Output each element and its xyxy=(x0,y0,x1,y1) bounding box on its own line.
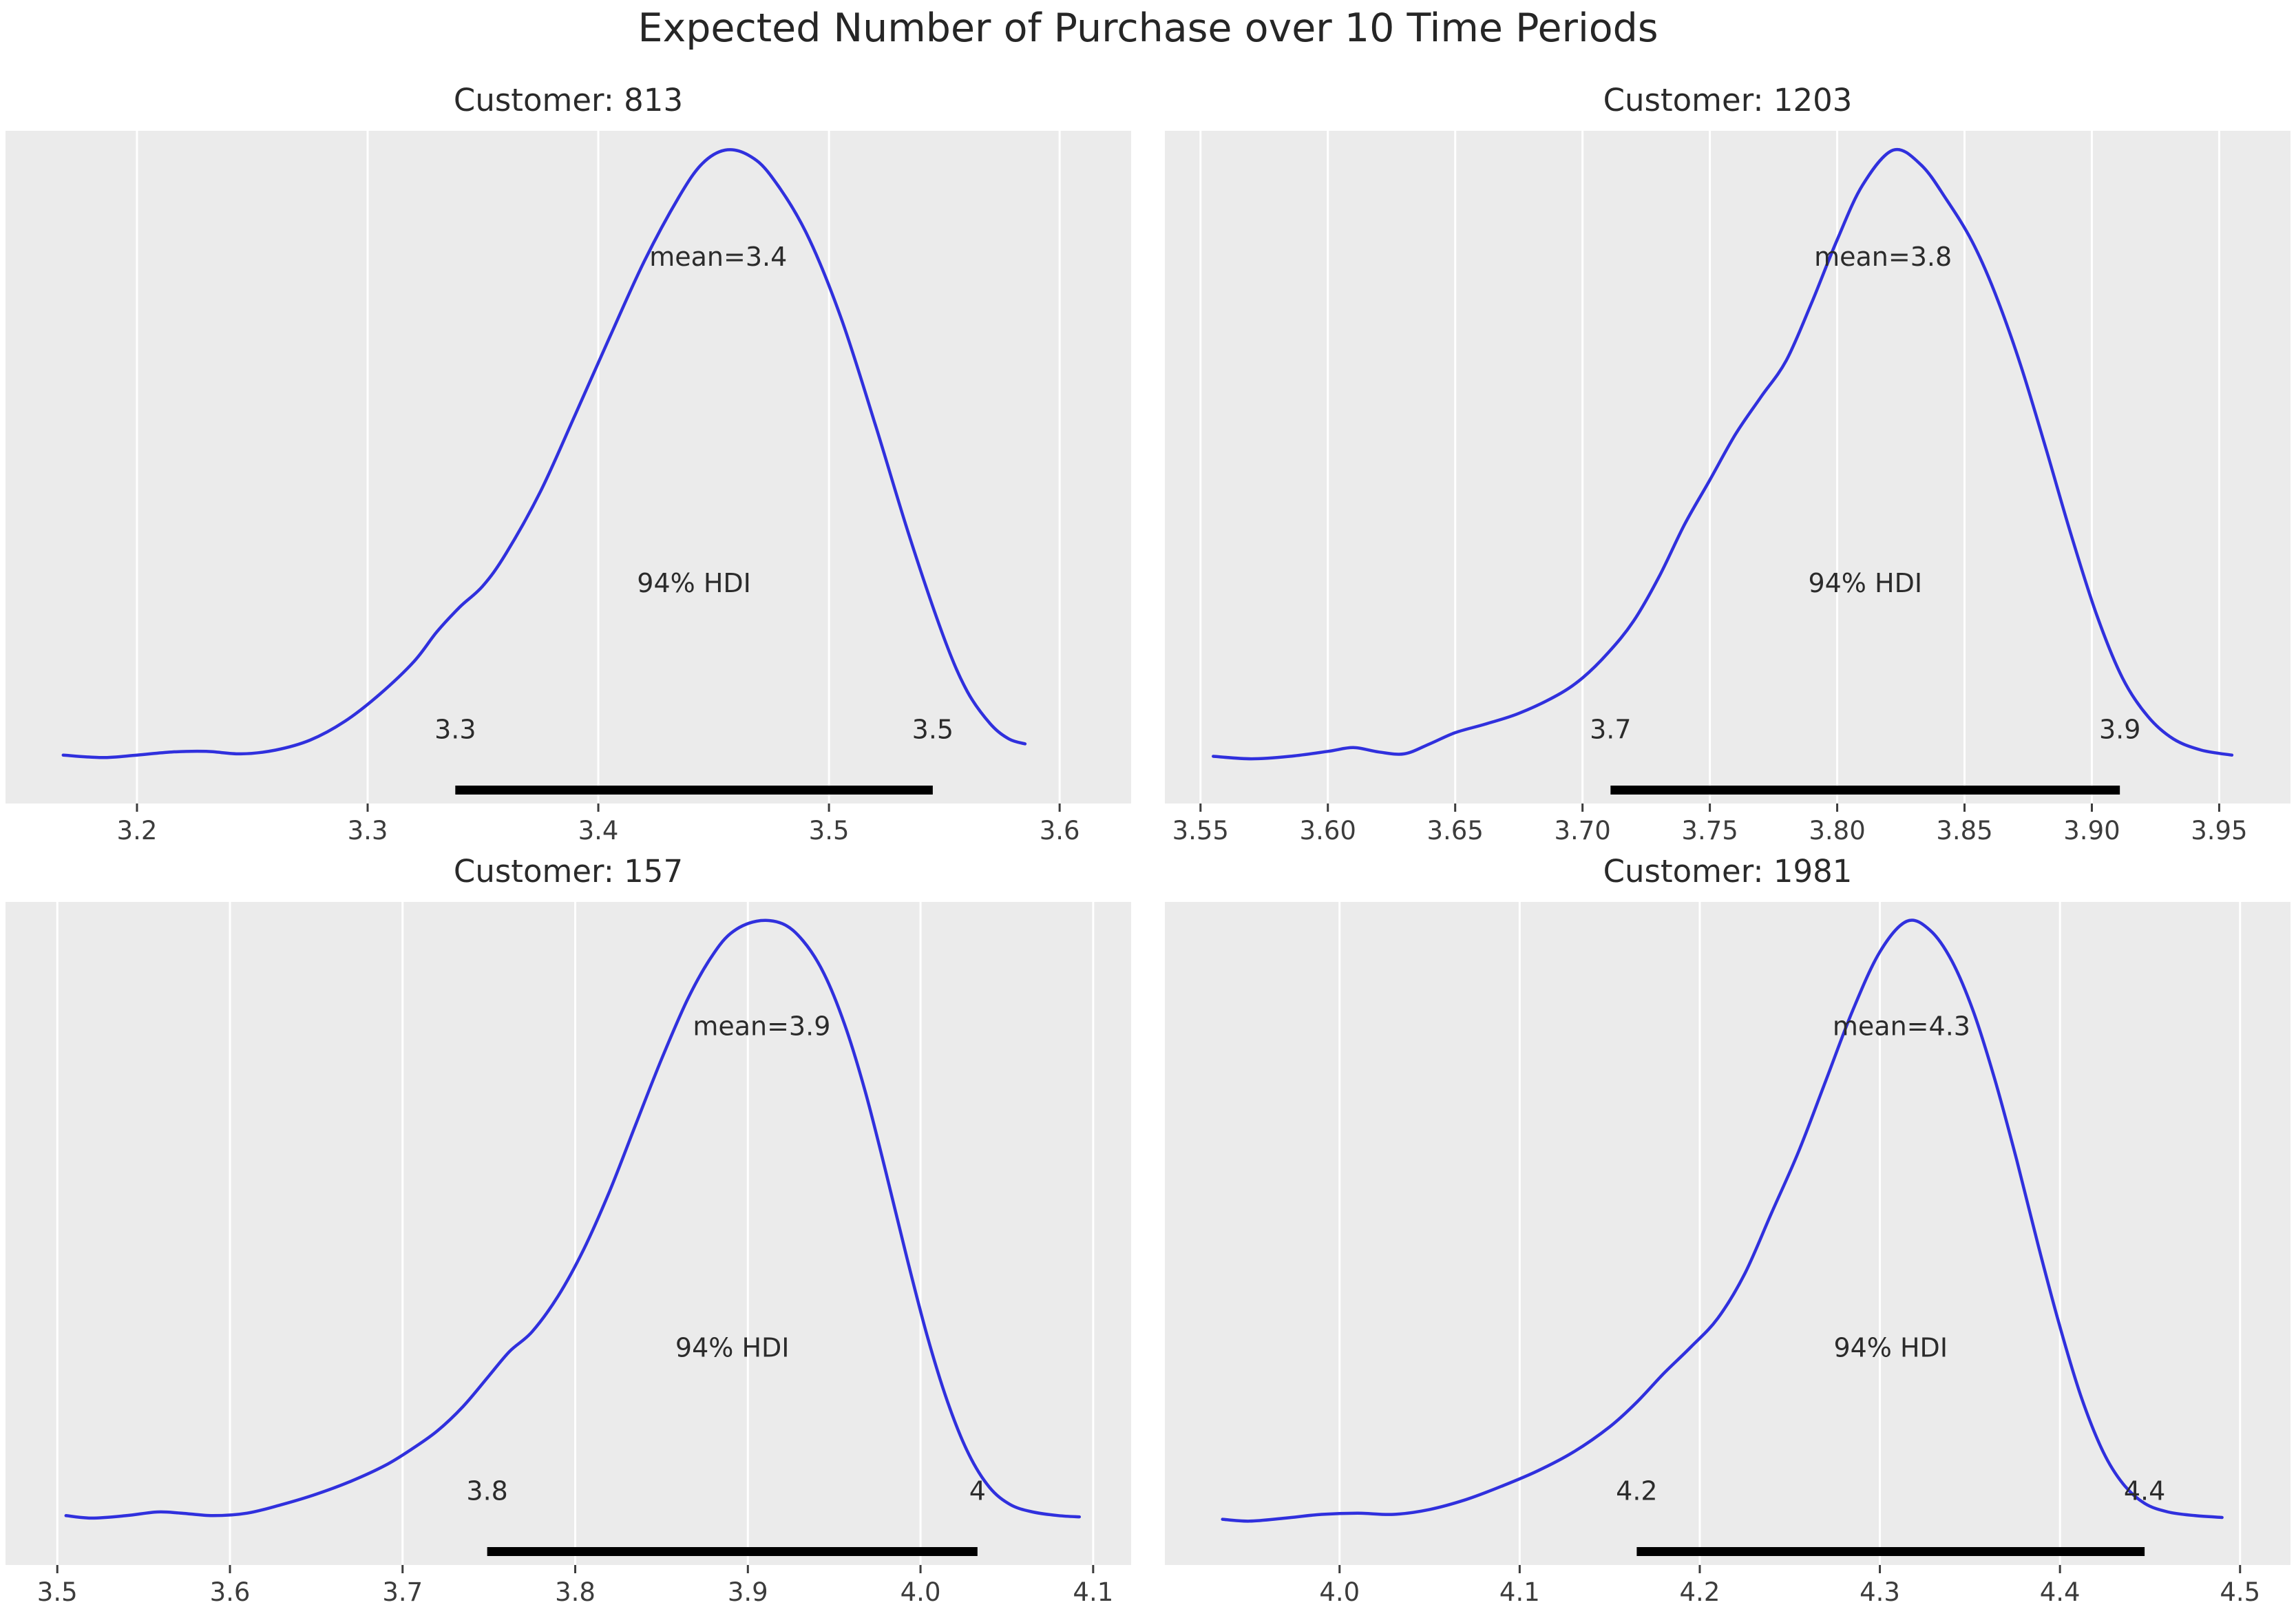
hdi-lower-label: 3.8 xyxy=(466,1476,507,1506)
x-tick-label: 3.6 xyxy=(1040,816,1080,845)
x-tick-label: 3.6 xyxy=(210,1577,251,1607)
subplot-customer-157: Customer: 157 3.5 3.6 3.7 3.8 3.9 4.0 4.1 mean=… xyxy=(6,840,1131,1618)
x-tick-label: 3.3 xyxy=(348,816,388,845)
x-tick-label: 3.85 xyxy=(1936,816,1992,845)
x-tick-label: 4.0 xyxy=(901,1577,941,1607)
hdi-lower-label: 4.2 xyxy=(1616,1476,1657,1506)
hdi-upper-label: 3.9 xyxy=(2099,715,2140,745)
hdi-lower-label: 3.7 xyxy=(1590,715,1631,745)
plot-background xyxy=(6,902,1131,1565)
x-tick-label: 3.80 xyxy=(1809,816,1865,845)
plot-background xyxy=(6,131,1131,803)
subplot-title: Customer: 157 xyxy=(453,852,684,890)
hdi-upper-label: 3.5 xyxy=(912,715,954,745)
subplot-customer-1981: Customer: 1981 4.0 4.1 4.2 4.3 4.4 4.5 mean=4.… xyxy=(1165,840,2290,1618)
x-tick-label: 3.90 xyxy=(2063,816,2120,845)
kde-plot-canvas: 4.0 4.1 4.2 4.3 4.4 4.5 mean=4.3 94% HDI 4.2 4.4 xyxy=(1165,902,2290,1607)
mean-annotation: mean=3.8 xyxy=(1814,242,1952,272)
hdi-annotation: 94% HDI xyxy=(637,568,751,598)
x-tick-label: 4.1 xyxy=(1499,1577,1540,1607)
x-tick-label: 3.7 xyxy=(382,1577,423,1607)
x-tick-label: 3.4 xyxy=(578,816,619,845)
hdi-bar xyxy=(455,786,933,795)
x-tick-label: 3.55 xyxy=(1172,816,1229,845)
x-tick-label: 3.65 xyxy=(1427,816,1484,845)
subplot-title: Customer: 813 xyxy=(453,81,684,118)
hdi-lower-label: 3.3 xyxy=(434,715,476,745)
x-tick-label: 3.5 xyxy=(37,1577,78,1607)
kde-plot-canvas: 3.2 3.3 3.4 3.5 3.6 mean=3.4 94% HDI 3.3 3.5 xyxy=(6,131,1131,845)
subplot-customer-1203: Customer: 1203 3.55 3.60 3.65 3.70 3.75 3.80 3… xyxy=(1165,69,2290,855)
x-tick-label: 4.4 xyxy=(2040,1577,2081,1607)
kde-plot-canvas: 3.5 3.6 3.7 3.8 3.9 4.0 4.1 mean=3.9 94% HDI 3.8 4 xyxy=(6,902,1131,1607)
kde-plot-canvas: 3.55 3.60 3.65 3.70 3.75 3.80 3.85 3.90 3.95 mean… xyxy=(1165,131,2290,845)
x-tick-label: 3.75 xyxy=(1681,816,1738,845)
hdi-annotation: 94% HDI xyxy=(1808,568,1922,598)
mean-annotation: mean=4.3 xyxy=(1833,1011,1970,1041)
x-tick-label: 4.5 xyxy=(2220,1577,2260,1607)
plot-background xyxy=(1165,902,2290,1565)
kde-curve xyxy=(64,918,1082,1520)
hdi-annotation: 94% HDI xyxy=(1833,1333,1948,1363)
x-tick-label: 4.0 xyxy=(1319,1577,1360,1607)
subplot-title: Customer: 1203 xyxy=(1603,81,1853,118)
mean-annotation: mean=3.9 xyxy=(693,1011,830,1041)
x-tick-label: 4.1 xyxy=(1073,1577,1113,1607)
subplot-title: Customer: 1981 xyxy=(1603,852,1853,890)
x-tick-label: 3.70 xyxy=(1554,816,1610,845)
x-tick-label: 4.2 xyxy=(1680,1577,1720,1607)
plot-background xyxy=(1165,131,2290,803)
subplot-customer-813: Customer: 813 3.2 3.3 3.4 3.5 3.6 mean=3.4 94%… xyxy=(6,69,1131,855)
kde-curve xyxy=(1221,918,2224,1523)
figure-title: Expected Number of Purchase over 10 Time… xyxy=(638,6,1658,51)
x-tick-label: 4.3 xyxy=(1860,1577,1900,1607)
x-tick-label: 3.9 xyxy=(728,1577,768,1607)
hdi-bar xyxy=(1636,1547,2145,1556)
x-tick-label: 3.5 xyxy=(809,816,850,845)
hdi-upper-label: 4.4 xyxy=(2124,1476,2165,1506)
kde-curve xyxy=(61,148,1027,759)
mean-annotation: mean=3.4 xyxy=(649,242,787,272)
hdi-bar xyxy=(1610,786,2120,795)
hdi-upper-label: 4 xyxy=(969,1476,986,1506)
x-tick-label: 3.60 xyxy=(1300,816,1356,845)
x-tick-label: 3.2 xyxy=(117,816,158,845)
x-tick-label: 3.95 xyxy=(2191,816,2247,845)
hdi-annotation: 94% HDI xyxy=(675,1333,790,1363)
x-tick-label: 3.8 xyxy=(555,1577,596,1607)
kde-curve xyxy=(1212,147,2234,761)
hdi-bar xyxy=(487,1547,978,1556)
